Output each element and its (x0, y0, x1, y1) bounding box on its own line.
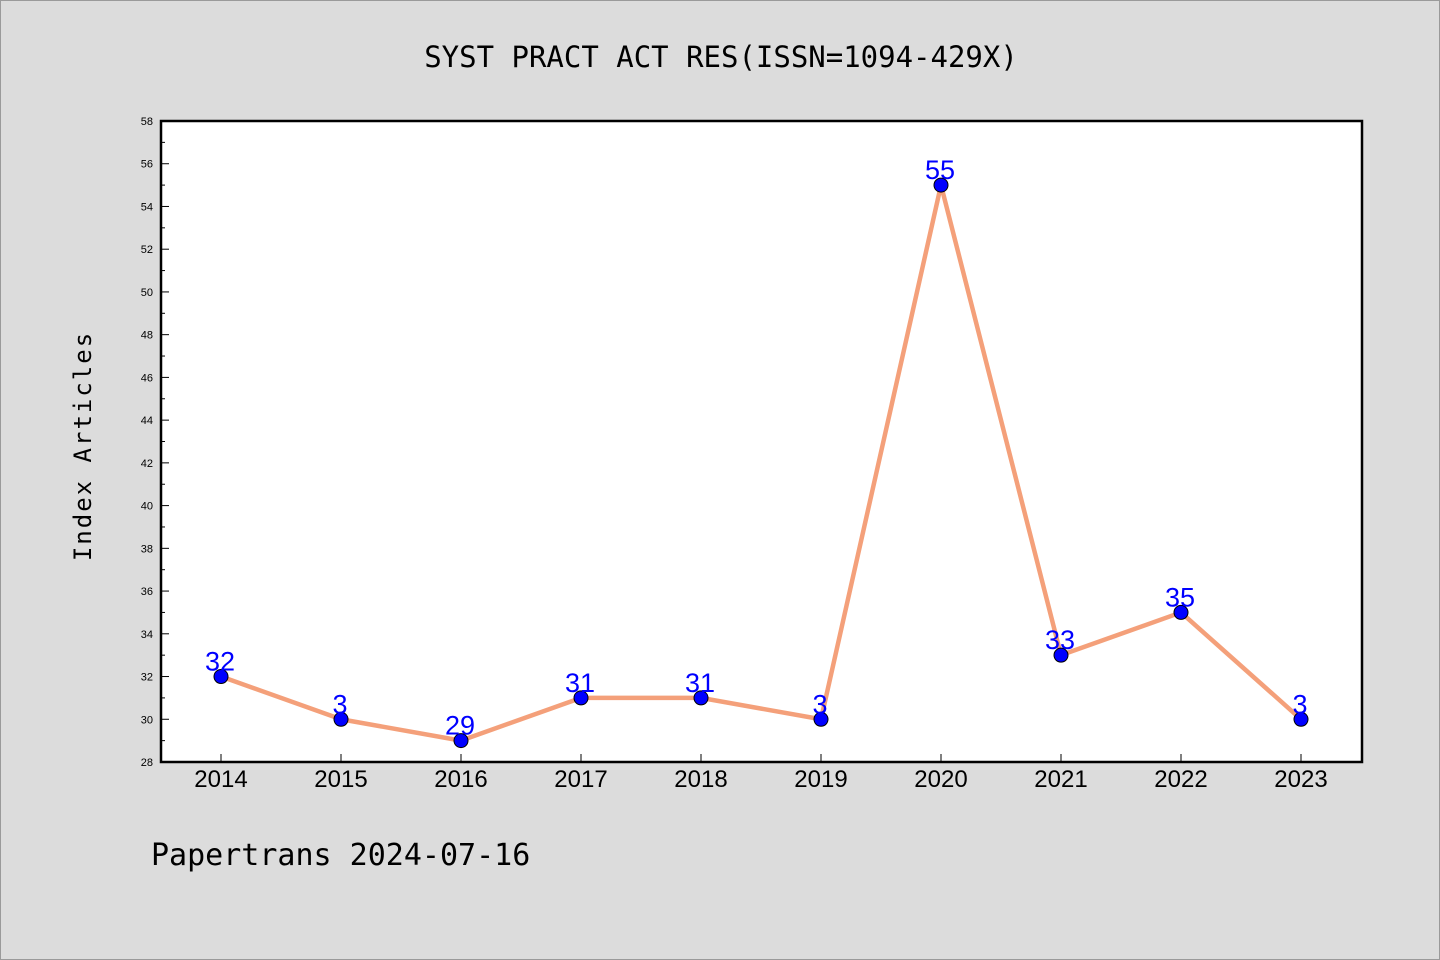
x-tick-label: 2014 (194, 766, 247, 793)
data-label: 35 (1165, 582, 1195, 612)
y-axis: 28 30 32 34 36 38 40 42 44 46 48 50 52 54 56 58 (141, 116, 169, 769)
y-tick-label: 58 (141, 116, 153, 128)
series-line (220, 182, 1303, 743)
data-point (573, 690, 589, 706)
plot-area (159, 119, 1364, 764)
x-tick-label: 2017 (554, 766, 607, 793)
data-label: 29 (445, 711, 475, 741)
x-tick-label: 2019 (794, 766, 847, 793)
data-point (933, 177, 949, 193)
x-tick-label: 2016 (434, 766, 487, 793)
data-label: 31 (685, 668, 715, 698)
x-tick-label: 2015 (314, 766, 367, 793)
data-point (1173, 604, 1189, 620)
y-tick-label: 46 (141, 372, 153, 384)
y-tick-label: 56 (141, 159, 153, 171)
data-label: 32 (205, 647, 235, 677)
y-tick-label: 44 (141, 415, 153, 427)
data-point (1053, 647, 1069, 663)
data-point (1293, 711, 1309, 727)
y-tick-label: 40 (141, 501, 153, 513)
data-label: 31 (565, 668, 595, 698)
data-label: 33 (1045, 625, 1075, 655)
x-axis: 2014 2015 2016 2017 2018 2019 2020 2021 2022 2023 (194, 754, 1328, 793)
chart-title: SYST PRACT ACT RES(ISSN=1094-429X) (424, 40, 1018, 74)
data-point (333, 711, 349, 727)
data-label: 55 (925, 155, 955, 185)
data-label: 3 (332, 689, 347, 719)
y-tick-label: 32 (141, 672, 153, 684)
data-label: 3 (812, 689, 827, 719)
y-tick-label: 30 (141, 714, 153, 726)
y-tick-label: 38 (141, 543, 153, 555)
series-layer (213, 177, 1309, 749)
data-label: 3 (1292, 689, 1307, 719)
y-tick-label: 50 (141, 287, 153, 299)
x-tick-label: 2018 (674, 766, 727, 793)
footer-text: Papertrans 2024-07-16 (151, 838, 530, 873)
x-tick-label: 2021 (1034, 766, 1087, 793)
y-tick-label: 34 (141, 629, 153, 641)
y-tick-label: 48 (141, 330, 153, 342)
y-tick-label: 28 (141, 757, 153, 769)
y-tick-label: 36 (141, 586, 153, 598)
data-labels: 32 3 29 31 31 3 55 33 35 3 (205, 155, 1308, 741)
data-point (213, 669, 229, 685)
x-tick-label: 2020 (914, 766, 967, 793)
y-axis-label: Index Articles (69, 331, 97, 561)
x-tick-label: 2022 (1154, 766, 1207, 793)
y-tick-label: 42 (141, 458, 153, 470)
x-tick-label: 2023 (1274, 766, 1327, 793)
data-point (453, 733, 469, 749)
y-tick-label: 52 (141, 244, 153, 256)
data-point (813, 711, 829, 727)
y-tick-label: 54 (141, 201, 153, 213)
data-point (693, 690, 709, 706)
